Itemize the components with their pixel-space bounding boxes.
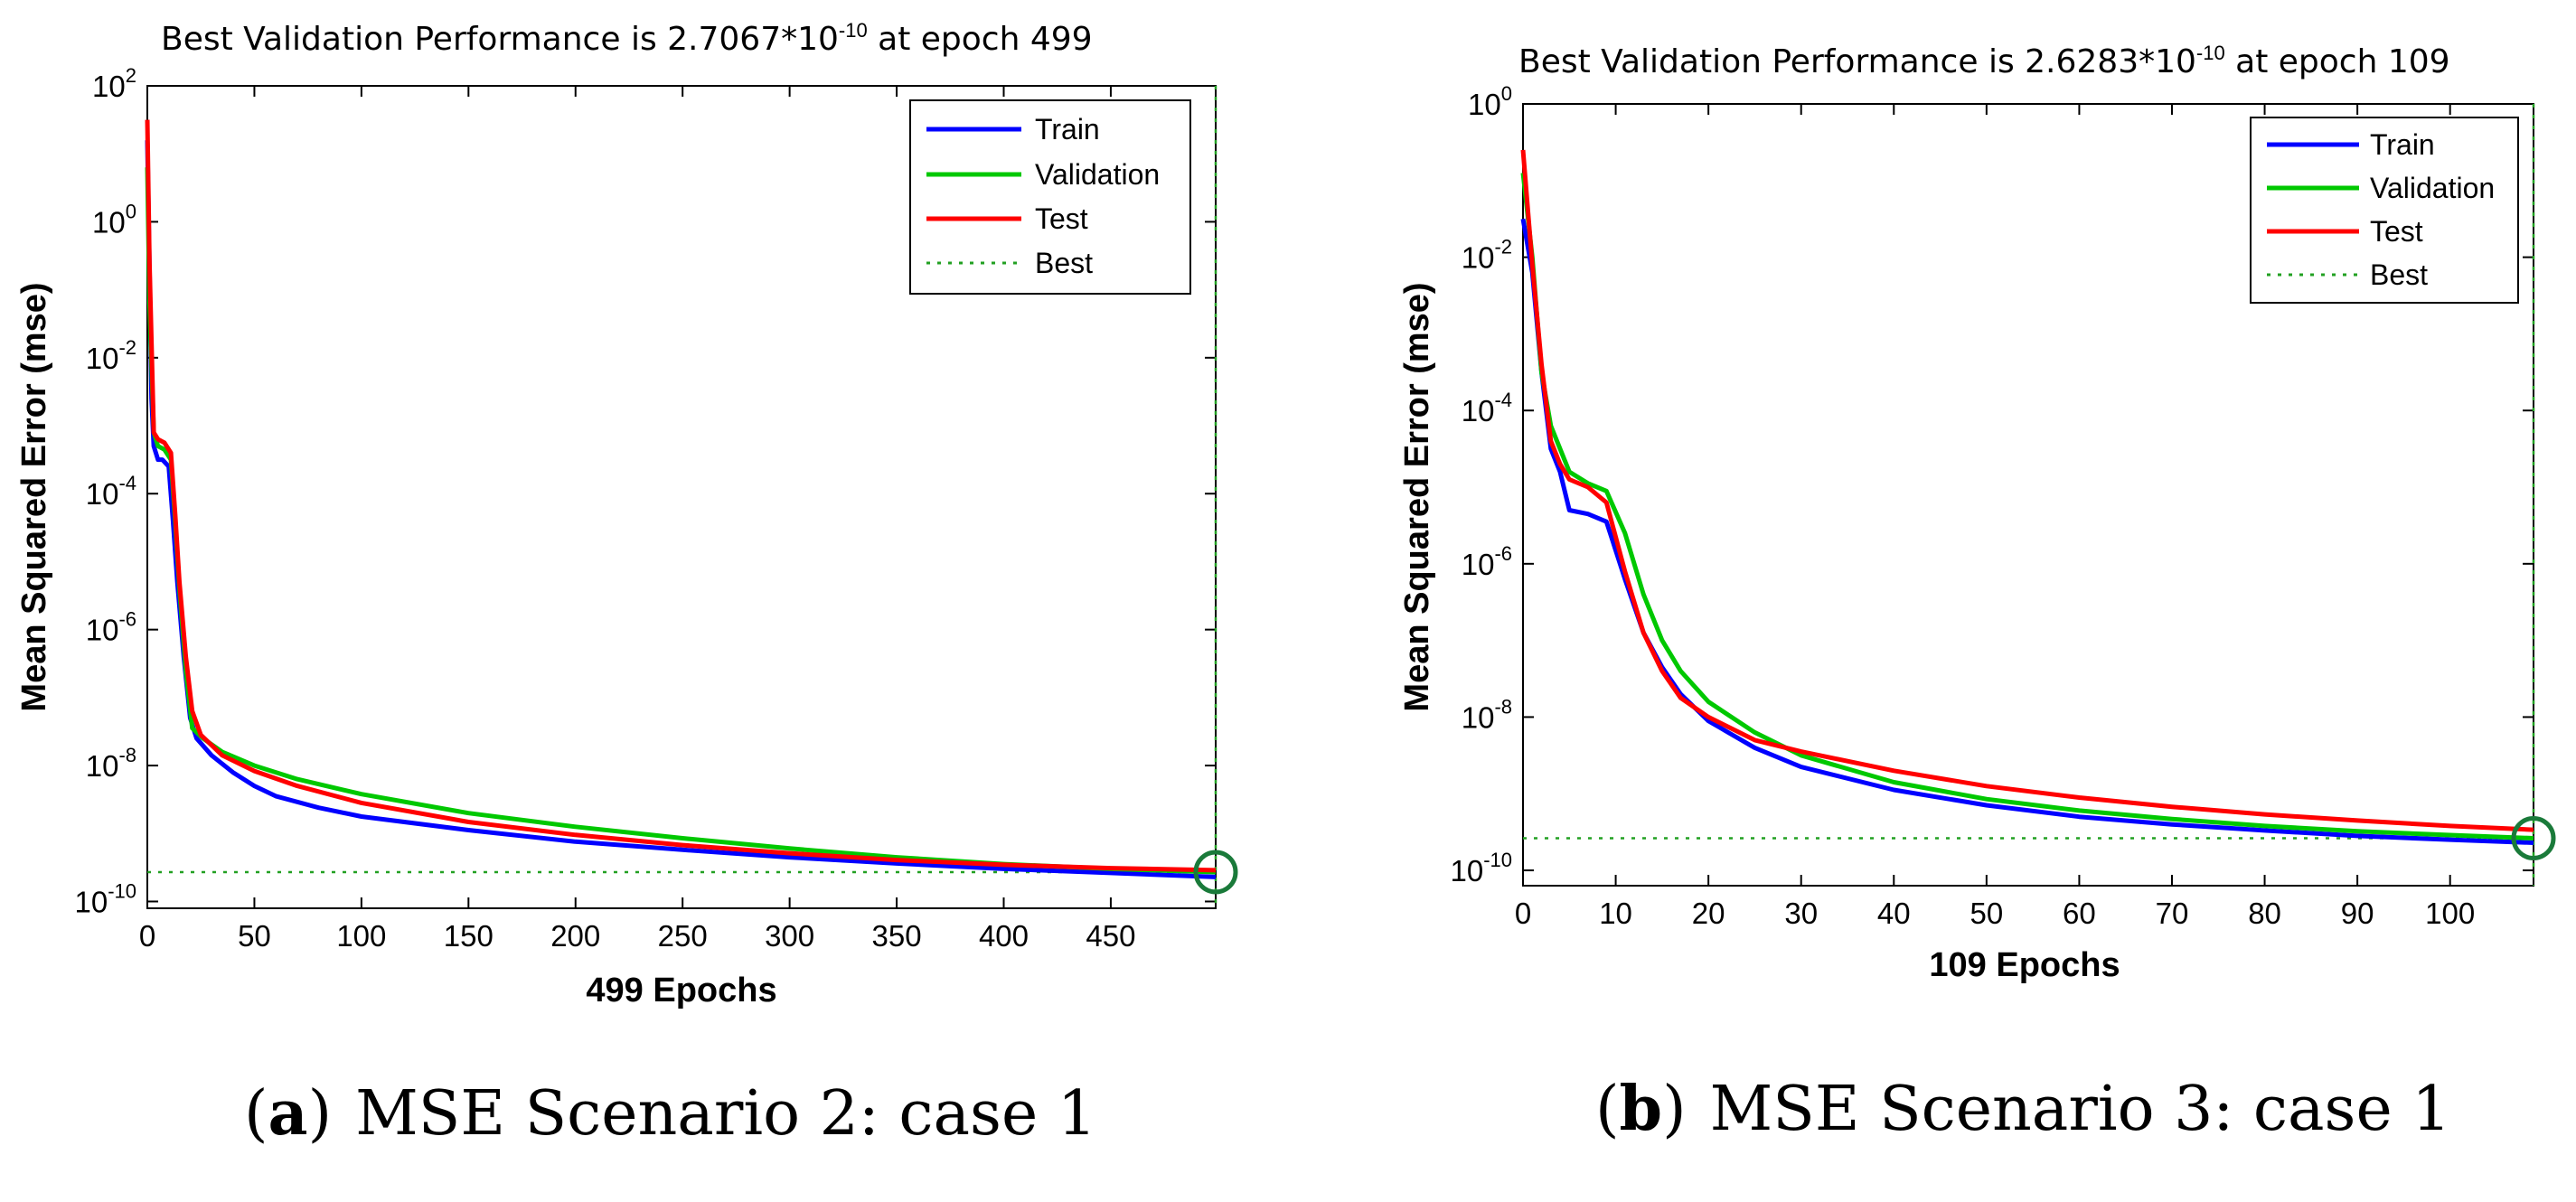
- caption-a: (a) MSE Scenario 2: case 1: [244, 1077, 1096, 1150]
- caption-text-b: MSE Scenario 3: case 1: [1710, 1074, 2451, 1145]
- y-tick-label: 100: [92, 200, 136, 239]
- legend-label-test-b: Test: [2370, 215, 2423, 248]
- legend-label-test-a: Test: [1035, 202, 1088, 235]
- y-tick-label: 10-2: [86, 336, 136, 375]
- y-tick-label: 10-8: [1462, 695, 1512, 734]
- caption-b: (b) MSE Scenario 3: case 1: [1595, 1073, 2451, 1145]
- y-tick-label: 10-2: [1462, 236, 1512, 275]
- series-lines-b: [1520, 149, 2534, 845]
- x-ticks-a: 0 50 100 150 200 250 300 350 400 450: [139, 86, 1135, 953]
- series-line-test: [1520, 149, 2534, 832]
- x-tick-label: 450: [1086, 919, 1135, 953]
- legend-box-a: [909, 99, 1191, 295]
- x-tick-label: 20: [1692, 897, 1725, 930]
- legend-label-train-b: Train: [2370, 128, 2435, 161]
- x-tick-label: 100: [2425, 897, 2475, 930]
- x-tick-label: 0: [139, 919, 155, 953]
- chart-panel-b: Best Validation Performance is 2.6283*10…: [1398, 42, 2556, 984]
- chart-title-b: Best Validation Performance is 2.6283*10…: [1518, 42, 2450, 80]
- x-tick-label: 400: [979, 919, 1029, 953]
- x-axis-label-a: 499 Epochs: [586, 972, 776, 1009]
- y-tick-label: 10-8: [86, 744, 136, 783]
- series-line-train: [145, 140, 1217, 879]
- legend-box-b: [2250, 117, 2519, 304]
- x-tick-label: 350: [872, 919, 922, 953]
- caption-text-a: MSE Scenario 2: case 1: [355, 1078, 1096, 1150]
- y-tick-label: 10-6: [86, 608, 136, 647]
- legend-label-validation-a: Validation: [1035, 158, 1160, 191]
- y-axis-label-b: Mean Squared Error (mse): [1398, 282, 1436, 711]
- x-tick-label: 50: [238, 919, 271, 953]
- y-tick-label: 10-4: [86, 472, 136, 511]
- best-marker-a: [1193, 850, 1238, 895]
- y-tick-label: 100: [1468, 82, 1512, 121]
- x-tick-label: 70: [2156, 897, 2189, 930]
- best-point-marker: [1193, 850, 1238, 895]
- caption-letter-b: b: [1620, 1073, 1663, 1145]
- series-lines-a: [145, 119, 1217, 879]
- y-axis-label-a: Mean Squared Error (mse): [15, 282, 53, 711]
- x-tick-label: 200: [550, 919, 600, 953]
- legend-b: Train Validation Test Best: [2250, 117, 2519, 304]
- y-ticks-b: 100 10-2 10-4 10-6 10-8 10-10: [1450, 82, 2534, 887]
- x-tick-label: 50: [1970, 897, 2003, 930]
- y-tick-label: 10-4: [1462, 389, 1512, 427]
- x-ticks-b: 0 10 20 30 40 50 60 70 80 90 100: [1515, 104, 2475, 930]
- y-ticks-a: 102 100 10-2 10-4 10-6 10-8 10-10: [74, 64, 1216, 918]
- caption-letter-a: a: [268, 1077, 308, 1150]
- y-tick-label: 10-10: [74, 879, 136, 918]
- legend-label-train-a: Train: [1035, 113, 1100, 146]
- chart-panel-a: Best Validation Performance is 2.7067*10…: [15, 19, 1238, 1009]
- x-tick-label: 150: [444, 919, 494, 953]
- x-tick-label: 100: [336, 919, 386, 953]
- legend-label-validation-b: Validation: [2370, 172, 2495, 204]
- legend-label-best-a: Best: [1035, 247, 1093, 279]
- x-tick-label: 10: [1599, 897, 1632, 930]
- best-lines-b: [1523, 104, 2535, 886]
- x-tick-label: 30: [1784, 897, 1818, 930]
- x-tick-label: 80: [2248, 897, 2281, 930]
- x-tick-label: 300: [765, 919, 814, 953]
- legend-label-best-b: Best: [2370, 258, 2428, 291]
- x-axis-label-b: 109 Epochs: [1929, 946, 2120, 984]
- x-tick-label: 40: [1877, 897, 1911, 930]
- x-tick-label: 60: [2063, 897, 2096, 930]
- x-tick-label: 0: [1515, 897, 1531, 930]
- x-tick-label: 90: [2341, 897, 2374, 930]
- y-tick-label: 10-10: [1450, 849, 1512, 887]
- best-marker-b: [2511, 815, 2556, 860]
- y-tick-label: 10-6: [1462, 542, 1512, 581]
- y-tick-label: 102: [92, 64, 136, 103]
- chart-title-a: Best Validation Performance is 2.7067*10…: [161, 19, 1093, 58]
- x-tick-label: 250: [658, 919, 708, 953]
- best-point-marker: [2511, 815, 2556, 860]
- legend-a: Train Validation Test Best: [909, 99, 1191, 295]
- series-line-validation: [145, 167, 1217, 875]
- series-line-test: [145, 119, 1217, 873]
- series-line-validation: [1520, 173, 2534, 840]
